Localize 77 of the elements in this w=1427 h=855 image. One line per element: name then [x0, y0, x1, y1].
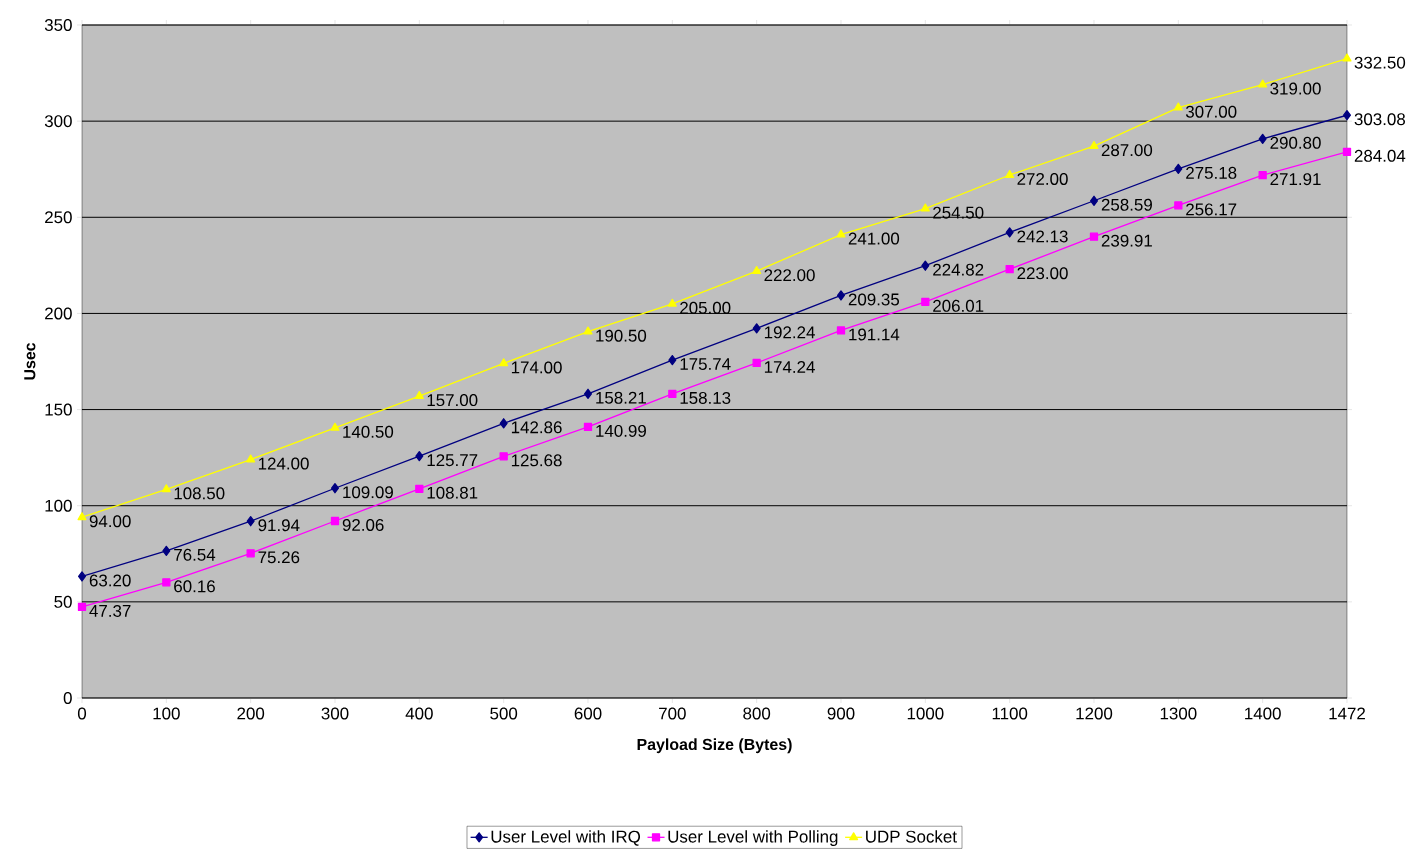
x-tick-label: 1300 — [1160, 707, 1197, 720]
x-tick-label: 300 — [321, 707, 349, 720]
data-label: 63.20 — [89, 574, 131, 587]
data-label: 222.00 — [764, 269, 815, 282]
x-tick-label: 400 — [405, 707, 433, 720]
data-label: 125.77 — [427, 454, 478, 467]
y-tick-label: 300 — [44, 115, 72, 128]
data-label: 290.80 — [1270, 136, 1321, 149]
x-tick-label: 1100 — [992, 707, 1028, 720]
data-label: 94.00 — [89, 515, 131, 528]
data-label: 157.00 — [427, 394, 478, 407]
data-label: 287.00 — [1101, 144, 1153, 157]
data-label: 242.13 — [1017, 230, 1068, 243]
data-label: 254.50 — [933, 206, 984, 219]
data-label: 258.59 — [1101, 198, 1152, 211]
data-label: 47.37 — [89, 604, 131, 617]
data-label: 223.00 — [1017, 267, 1068, 280]
x-tick-label: 1400 — [1245, 707, 1281, 720]
y-tick-label: 150 — [45, 403, 72, 416]
data-label: 124.00 — [258, 457, 309, 470]
y-tick-label: 50 — [54, 595, 72, 608]
x-tick-label: 1472 — [1329, 707, 1365, 720]
data-label: 92.06 — [342, 518, 384, 531]
legend-label: UDP Socket — [866, 830, 957, 843]
y-tick-label: 0 — [63, 692, 72, 704]
data-label: 206.01 — [933, 299, 984, 312]
data-label: 158.13 — [680, 391, 731, 404]
data-label: 75.26 — [258, 551, 300, 564]
x-tick-label: 600 — [574, 707, 602, 720]
x-tick-label: 500 — [490, 707, 518, 720]
data-label: 271.91 — [1270, 173, 1321, 186]
data-label: 140.50 — [343, 425, 394, 438]
x-tick-label: 1000 — [907, 707, 944, 720]
data-label: 109.09 — [343, 486, 393, 499]
data-label: 239.91 — [1101, 234, 1152, 247]
legend-label: User Level with Polling — [668, 830, 838, 846]
data-label: 332.50 — [1354, 56, 1406, 69]
data-label: 108.50 — [174, 487, 225, 500]
x-tick-label: 800 — [743, 707, 771, 720]
data-label: 175.74 — [680, 358, 731, 370]
x-tick-label: 200 — [237, 707, 265, 720]
x-tick-label: 1200 — [1076, 707, 1113, 720]
data-label: 174.24 — [764, 361, 815, 373]
data-label: 91.94 — [258, 519, 300, 532]
data-label: 319.00 — [1270, 82, 1321, 95]
y-tick-label: 100 — [45, 499, 72, 512]
data-label: 241.00 — [848, 232, 900, 245]
data-label: 140.99 — [596, 424, 646, 437]
y-tick-label: 250 — [45, 211, 72, 224]
data-label: 284.04 — [1354, 149, 1406, 162]
data-label: 224.82 — [933, 263, 984, 276]
legend-label: User Level with IRQ — [491, 830, 641, 846]
data-label: 205.00 — [680, 301, 731, 314]
y-tick-label: 200 — [45, 307, 72, 320]
x-tick-label: 700 — [659, 707, 686, 720]
data-label: 158.21 — [596, 391, 646, 404]
data-label: 60.16 — [174, 580, 215, 593]
data-label: 191.14 — [849, 328, 900, 341]
data-label: 174.00 — [511, 361, 562, 374]
x-tick-label: 0 — [77, 707, 87, 720]
data-label: 108.81 — [427, 486, 478, 499]
x-axis-title: Payload Size (Bytes) — [637, 738, 792, 754]
data-label: 275.18 — [1186, 166, 1237, 179]
data-label: 256.17 — [1186, 203, 1237, 216]
data-label: 307.00 — [1185, 105, 1237, 118]
y-tick-label: 350 — [44, 19, 72, 31]
data-label: 125.68 — [511, 454, 562, 467]
data-label: 192.24 — [764, 326, 815, 339]
data-label: 190.50 — [596, 329, 647, 342]
data-label: 209.35 — [848, 293, 900, 306]
data-label: 303.08 — [1354, 113, 1406, 126]
x-tick-label: 100 — [153, 707, 180, 720]
data-label: 76.54 — [174, 548, 216, 561]
y-axis-title: Usec — [24, 342, 36, 380]
data-label: 272.00 — [1017, 172, 1068, 185]
x-tick-label: 900 — [827, 707, 855, 720]
data-label: 142.86 — [511, 421, 562, 434]
